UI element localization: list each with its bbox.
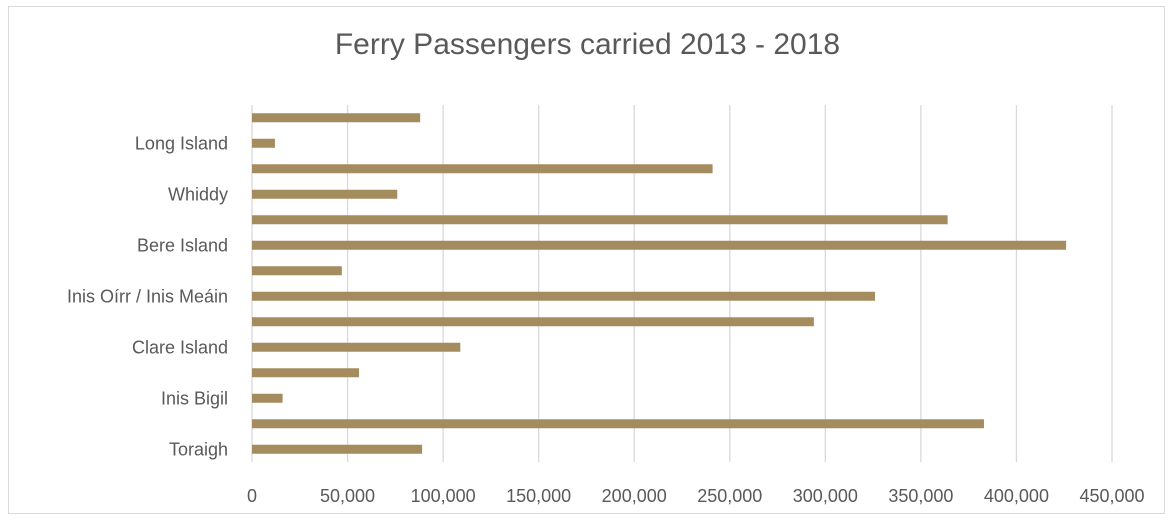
bar	[252, 164, 713, 174]
x-tick-label: 350,000	[888, 486, 953, 506]
bar	[252, 368, 360, 378]
category-label: Inis Bigil	[161, 388, 228, 408]
bar	[252, 342, 461, 352]
chart-title: Ferry Passengers carried 2013 - 2018	[334, 28, 841, 61]
x-tick-label: 300,000	[793, 486, 858, 506]
bar	[252, 189, 398, 199]
bars	[252, 113, 1067, 454]
bar	[252, 393, 283, 403]
y-axis-category-labels: Toraigh Inis Bigil Clare Island Inis Oírr /…	[67, 133, 228, 459]
category-label: Inis Oírr / Inis Meáin	[67, 286, 228, 306]
x-tick-label: 50,000	[320, 486, 375, 506]
x-tick-label: 450,000	[1079, 486, 1144, 506]
bar	[252, 317, 814, 327]
category-label: Long Island	[135, 133, 228, 153]
category-label: Whiddy	[168, 184, 228, 204]
x-tick-label: 200,000	[602, 486, 667, 506]
bar	[252, 444, 423, 454]
bar	[252, 291, 876, 301]
category-label: Bere Island	[137, 235, 228, 255]
x-tick-label: 0	[247, 486, 257, 506]
bar	[252, 215, 948, 225]
category-label: Clare Island	[132, 337, 228, 357]
bar	[252, 138, 275, 148]
x-tick-label: 100,000	[411, 486, 476, 506]
bar	[252, 266, 342, 276]
bar	[252, 113, 421, 123]
category-label: Toraigh	[169, 439, 228, 459]
x-axis-tick-labels: 0 50,000 100,000 150,000 200,000 250,000 300,0…	[247, 486, 1145, 506]
x-tick-label: 150,000	[506, 486, 571, 506]
x-tick-label: 400,000	[984, 486, 1049, 506]
gridlines	[251, 105, 1113, 462]
x-tick-label: 250,000	[697, 486, 762, 506]
chart-frame	[8, 6, 1165, 514]
bar	[252, 419, 984, 429]
bar	[252, 240, 1067, 250]
